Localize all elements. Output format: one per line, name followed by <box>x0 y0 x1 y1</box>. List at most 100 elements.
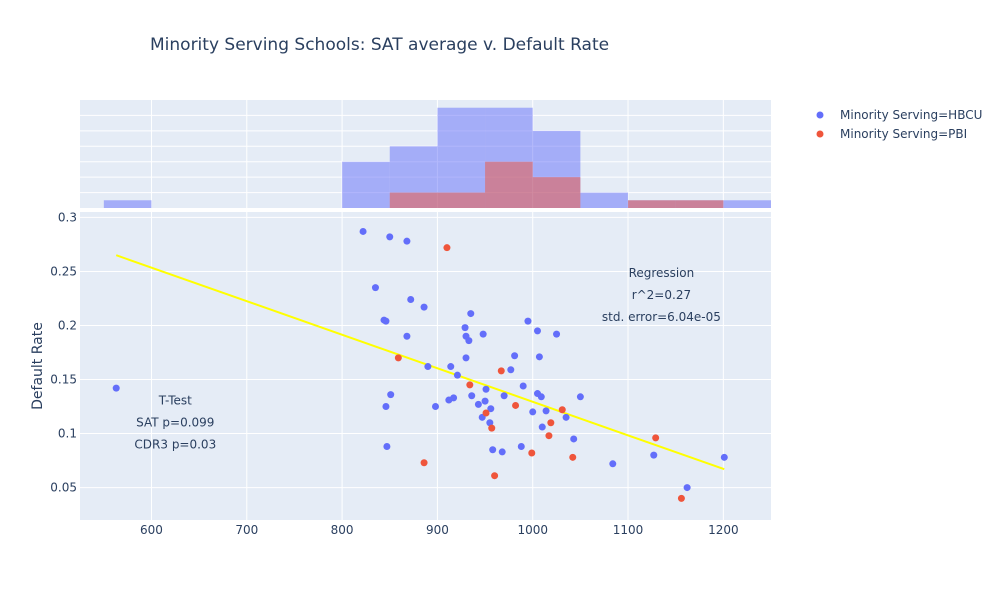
data-point <box>420 459 428 467</box>
data-point <box>486 419 494 427</box>
data-point <box>359 227 367 235</box>
data-point <box>382 317 390 325</box>
y-tick-label: 0.25 <box>50 264 77 278</box>
data-point <box>562 413 570 421</box>
y-tick-label: 0.3 <box>58 210 77 224</box>
histogram-bar <box>675 200 724 208</box>
histogram-bar <box>628 200 676 208</box>
data-point <box>489 446 497 454</box>
y-axis-title: Default Rate <box>30 322 46 410</box>
data-point <box>519 382 527 390</box>
data-point <box>112 384 120 392</box>
data-point <box>386 233 394 241</box>
data-point <box>420 303 428 311</box>
data-point <box>466 381 474 389</box>
data-point <box>443 244 451 252</box>
data-point <box>650 451 658 459</box>
data-point <box>498 448 506 456</box>
regression-line <box>115 254 725 471</box>
data-point <box>453 371 461 379</box>
data-point <box>461 324 469 332</box>
data-point <box>533 327 541 335</box>
data-point <box>424 363 432 371</box>
annotation-text: CDR3 p=0.03 <box>134 437 216 451</box>
data-point <box>491 472 499 480</box>
histogram-bar <box>485 161 533 208</box>
annotation-text: SAT p=0.099 <box>136 415 214 429</box>
data-point <box>487 405 495 413</box>
legend: Minority Serving=HBCU Minority Serving=PB… <box>816 108 982 141</box>
data-point <box>481 397 489 405</box>
histogram-bar <box>389 192 438 208</box>
data-point <box>383 443 391 451</box>
histogram-bar <box>580 192 629 208</box>
x-tick-label: 1100 <box>613 523 644 537</box>
histogram-bar <box>342 161 390 208</box>
data-point <box>576 393 584 401</box>
data-point <box>387 391 395 399</box>
legend-marker <box>816 130 824 138</box>
x-tick-label: 800 <box>331 523 354 537</box>
data-point <box>677 494 685 502</box>
histogram-bar <box>437 192 486 208</box>
annotation-text: T-Test <box>158 393 192 407</box>
data-point <box>529 408 537 416</box>
histogram-bar <box>723 200 771 208</box>
data-point <box>683 484 691 492</box>
data-point <box>507 366 515 374</box>
data-point <box>570 435 578 443</box>
data-point <box>500 392 508 400</box>
data-point <box>512 401 520 409</box>
data-point <box>542 407 550 415</box>
annotation-text: r^2=0.27 <box>632 288 691 302</box>
y-tick-label: 0.15 <box>50 373 77 387</box>
scatter-plot: 600 700 800 900 1000 1100 1200 0.05 0.1 0.15 0.2 0… <box>50 210 771 537</box>
data-point <box>497 367 505 375</box>
data-point <box>528 449 536 457</box>
data-point <box>394 354 402 362</box>
data-point <box>462 354 470 362</box>
legend-label: Minority Serving=HBCU <box>840 108 982 122</box>
histogram-bar <box>437 107 486 208</box>
data-point <box>524 317 532 325</box>
data-point <box>488 424 496 432</box>
x-tick-label: 600 <box>140 523 163 537</box>
data-point <box>382 403 390 411</box>
data-point <box>403 237 411 245</box>
histogram-bar <box>103 200 152 208</box>
data-point <box>538 423 546 431</box>
annotation-text: Regression <box>629 266 695 280</box>
x-tick-label: 1200 <box>708 523 739 537</box>
x-tick-label: 1000 <box>517 523 548 537</box>
x-tick-label: 900 <box>426 523 449 537</box>
chart-title: Minority Serving Schools: SAT average v.… <box>150 35 609 55</box>
histogram-bar <box>532 177 581 208</box>
data-point <box>511 352 519 360</box>
data-point <box>465 337 473 345</box>
data-point <box>482 385 490 393</box>
data-point <box>553 330 561 338</box>
data-point <box>720 453 728 461</box>
data-point <box>535 353 543 361</box>
data-point <box>482 409 490 417</box>
data-point <box>609 460 617 468</box>
data-point <box>547 419 555 427</box>
data-point <box>537 393 545 401</box>
data-point <box>467 310 475 318</box>
legend-label: Minority Serving=PBI <box>840 127 967 141</box>
data-point <box>545 432 553 440</box>
data-point <box>403 332 411 340</box>
marginal-histogram <box>80 100 771 208</box>
data-point <box>558 406 566 414</box>
data-point <box>450 394 458 402</box>
y-tick-label: 0.1 <box>58 427 77 441</box>
data-point <box>407 296 415 304</box>
legend-marker <box>816 111 824 119</box>
data-point <box>468 392 476 400</box>
data-point <box>652 434 660 442</box>
y-tick-label: 0.05 <box>50 481 77 495</box>
y-tick-label: 0.2 <box>58 318 77 332</box>
data-point <box>447 363 455 371</box>
data-point <box>569 453 577 461</box>
